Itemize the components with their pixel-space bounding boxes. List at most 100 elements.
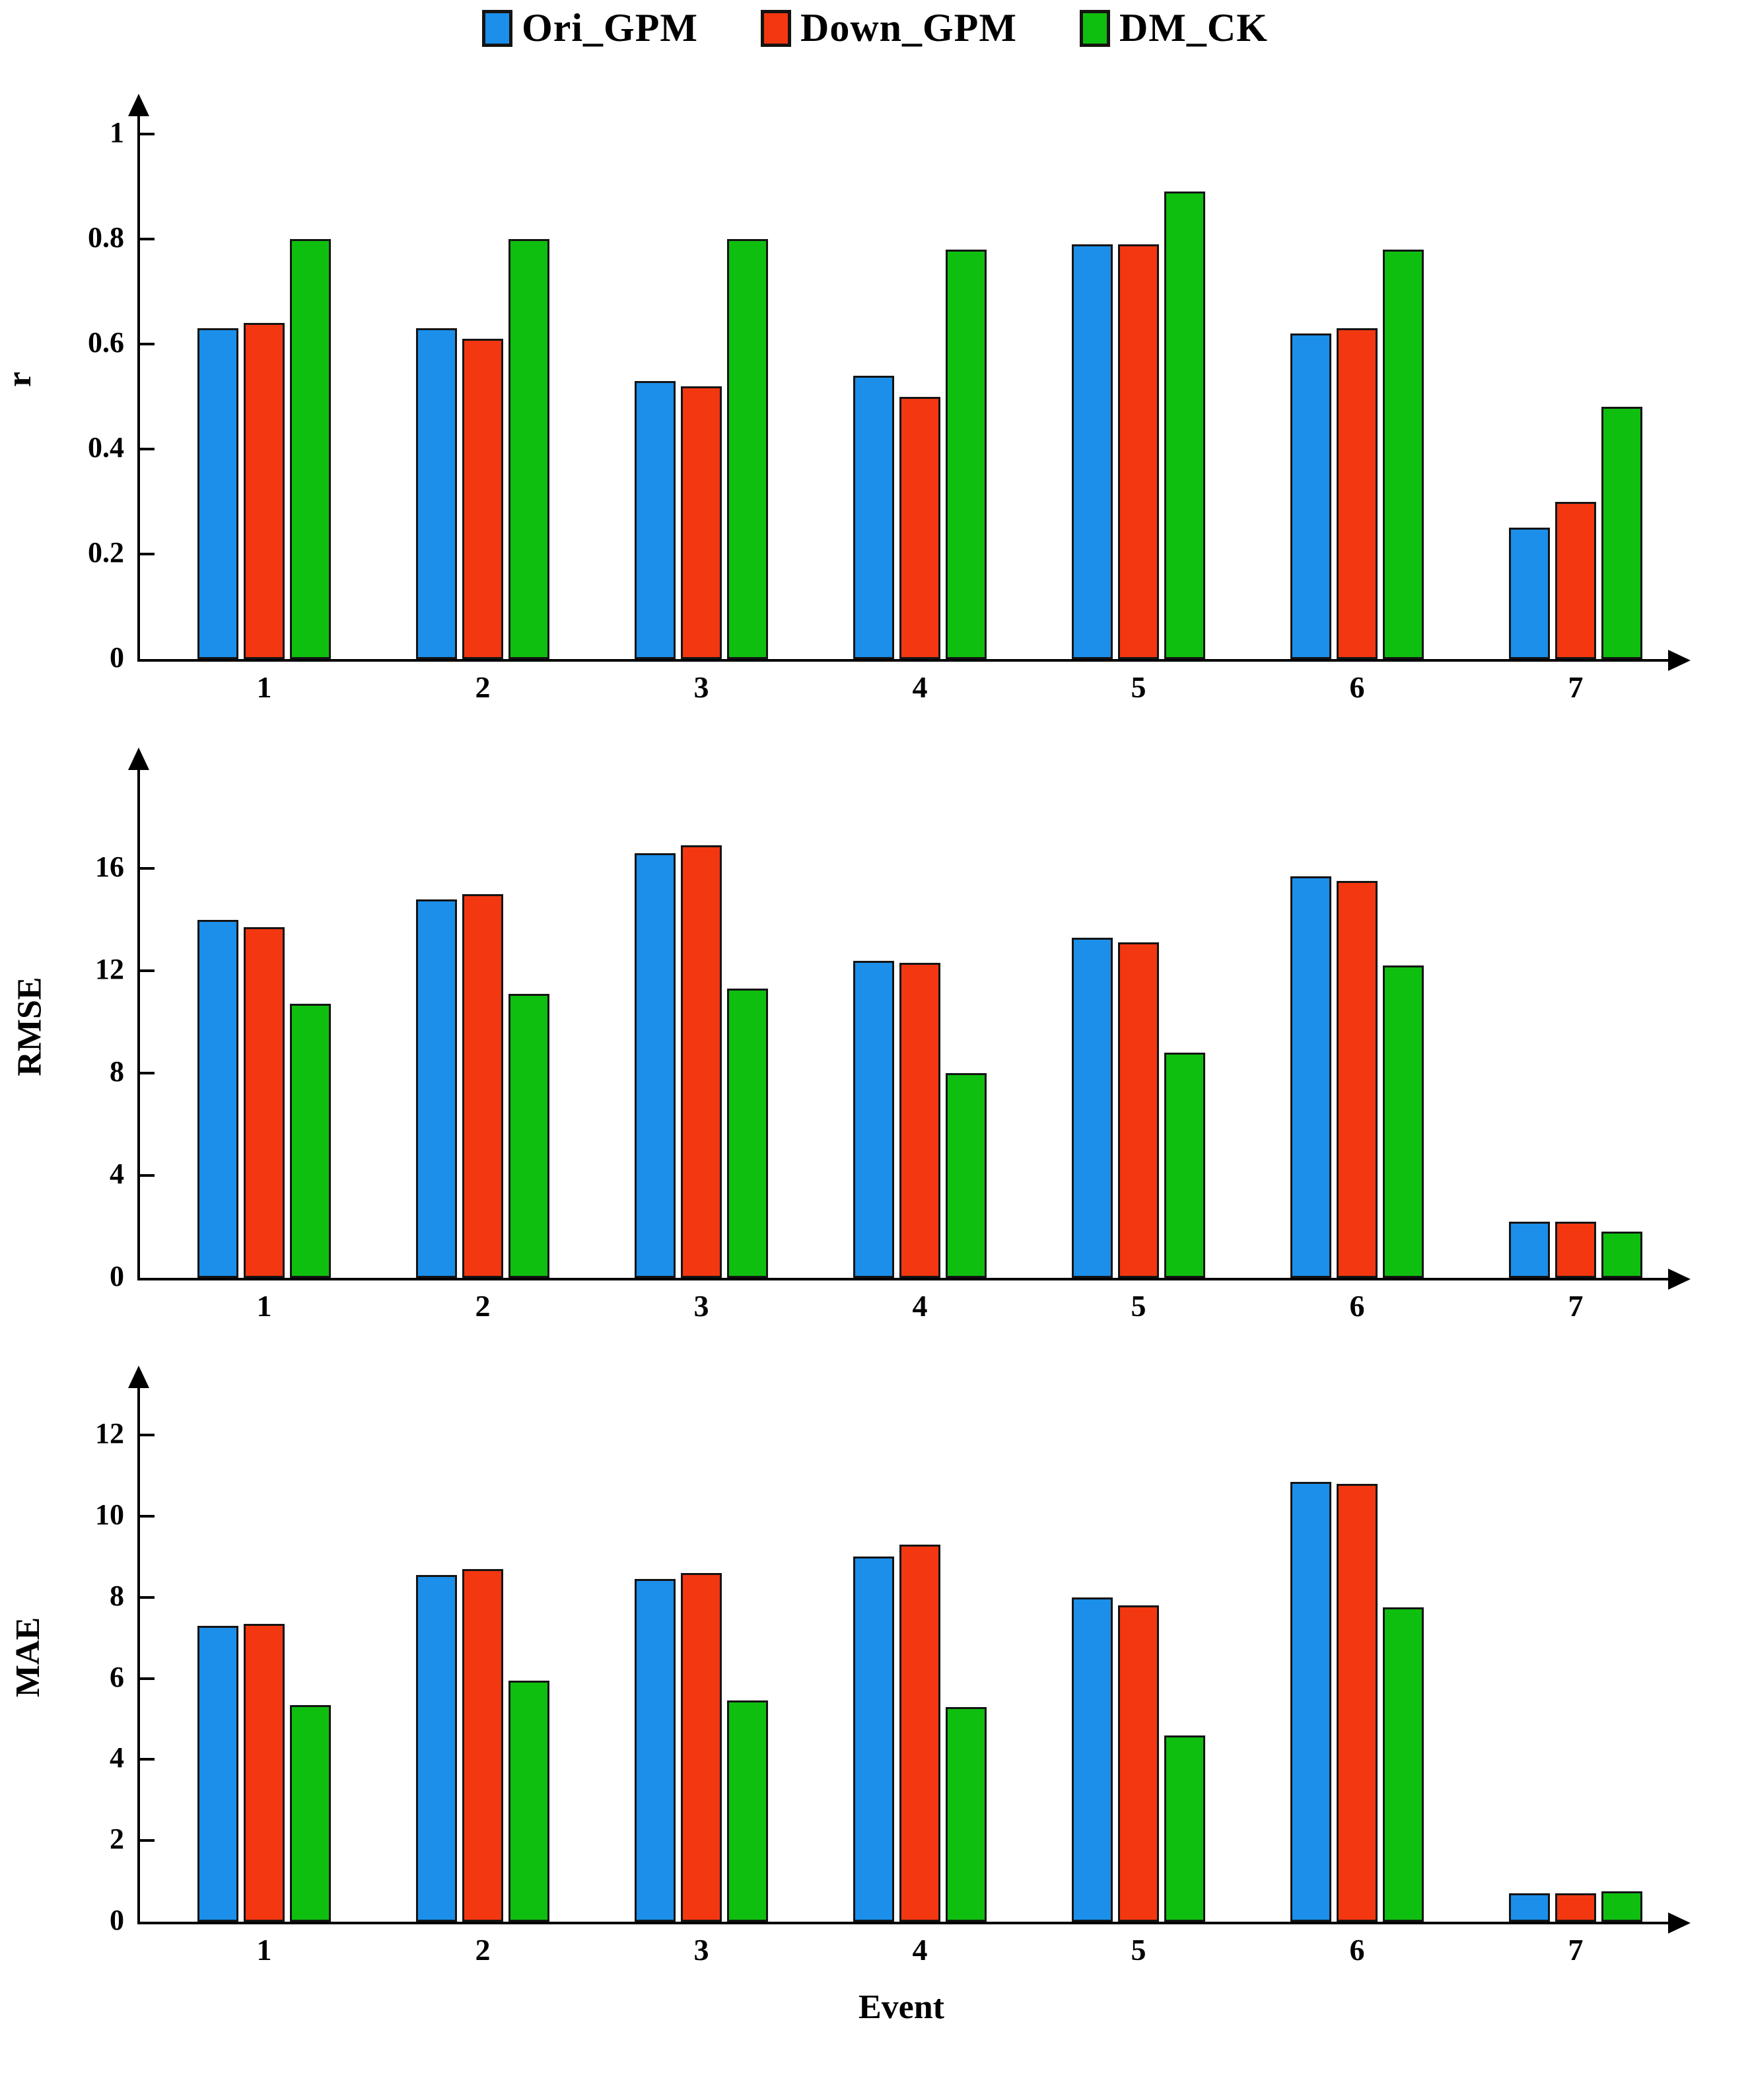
y-tick-label: 16 <box>95 851 124 883</box>
y-tick-label: 8 <box>110 1579 124 1612</box>
legend-item-dm-ck: DM_CK <box>1079 5 1268 51</box>
x-axis-line <box>137 659 1671 662</box>
bar-DM_CK-event2 <box>508 993 549 1278</box>
bar-Ori_GPM-event3 <box>635 853 676 1278</box>
bar-DM_CK-event3 <box>727 1700 768 1922</box>
y-tick-label: 0.8 <box>88 221 124 254</box>
bar-Down_GPM-event5 <box>1118 1605 1159 1922</box>
bar-DM_CK-event7 <box>1601 407 1642 659</box>
y-tick-label: 0.2 <box>88 536 124 569</box>
y-axis-tick <box>140 343 155 345</box>
x-category-label: 7 <box>1568 670 1584 704</box>
bar-DM_CK-event3 <box>727 239 768 659</box>
bar-DM_CK-event5 <box>1164 1735 1205 1922</box>
x-category-label: 3 <box>693 670 709 704</box>
y-axis-arrow-icon <box>128 1366 149 1388</box>
y-axis-tick <box>140 1839 155 1842</box>
y-axis-tick <box>140 553 155 555</box>
bar-Down_GPM-event7 <box>1555 1221 1596 1278</box>
y-axis-tick <box>140 969 155 972</box>
y-axis-tick <box>140 1072 155 1074</box>
y-axis-tick <box>140 1434 155 1437</box>
y-axis-tick <box>140 448 155 450</box>
bar-Ori_GPM-event1 <box>197 328 238 659</box>
y-axis-title-r: r <box>1 371 39 388</box>
legend-label-dm-ck: DM_CK <box>1119 6 1268 50</box>
y-tick-label: 2 <box>110 1823 124 1856</box>
y-tick-label: 4 <box>110 1158 124 1190</box>
bar-Down_GPM-event5 <box>1118 244 1159 659</box>
bar-DM_CK-event4 <box>946 1706 987 1922</box>
y-axis-tick <box>140 1595 155 1599</box>
bar-Down_GPM-event6 <box>1337 881 1378 1278</box>
bar-Down_GPM-event2 <box>462 1568 503 1922</box>
bar-Ori_GPM-event5 <box>1072 937 1113 1278</box>
legend-item-ori-gpm: Ori_GPM <box>482 5 698 51</box>
y-axis-title-mae: MAE <box>9 1617 48 1698</box>
bar-Ori_GPM-event6 <box>1290 1481 1331 1922</box>
legend-swatch-down-gpm-icon <box>760 9 791 47</box>
x-category-label: 2 <box>475 1933 491 1967</box>
x-category-label: 7 <box>1568 1289 1584 1323</box>
legend-label-down-gpm: Down_GPM <box>800 6 1017 50</box>
bar-Down_GPM-event5 <box>1118 942 1159 1278</box>
bar-Ori_GPM-event3 <box>635 1579 676 1922</box>
bar-DM_CK-event7 <box>1601 1232 1642 1278</box>
y-axis-title-rmse: RMSE <box>11 977 49 1076</box>
bar-Down_GPM-event3 <box>681 1572 722 1922</box>
x-category-label: 6 <box>1349 1933 1365 1967</box>
bar-Down_GPM-event7 <box>1555 501 1596 659</box>
bar-Ori_GPM-event2 <box>416 328 457 659</box>
bar-DM_CK-event1 <box>290 1704 331 1922</box>
legend-swatch-ori-gpm-icon <box>482 9 513 47</box>
y-axis-line <box>137 767 140 1280</box>
bar-Ori_GPM-event6 <box>1290 876 1331 1278</box>
x-axis-title-event: Event <box>858 1988 944 2026</box>
bar-DM_CK-event4 <box>946 1073 987 1278</box>
bar-Down_GPM-event6 <box>1337 328 1378 659</box>
y-tick-label: 0.4 <box>88 431 124 464</box>
bar-DM_CK-event7 <box>1601 1891 1642 1922</box>
x-category-label: 2 <box>475 1289 491 1323</box>
bar-Down_GPM-event2 <box>462 339 503 659</box>
y-tick-label: 0.6 <box>88 326 124 359</box>
x-axis-arrow-icon <box>1668 1269 1691 1290</box>
x-axis-line <box>137 1922 1671 1924</box>
bar-Down_GPM-event4 <box>899 1544 940 1922</box>
bar-DM_CK-event2 <box>508 239 549 659</box>
bar-Down_GPM-event1 <box>244 927 285 1278</box>
x-axis-arrow-icon <box>1668 650 1691 671</box>
y-axis-tick <box>140 1515 155 1518</box>
y-axis-tick <box>140 1758 155 1761</box>
bar-DM_CK-event6 <box>1383 1607 1424 1922</box>
bar-DM_CK-event1 <box>290 239 331 659</box>
bar-Down_GPM-event3 <box>681 386 722 659</box>
x-category-label: 4 <box>912 1933 928 1967</box>
bar-DM_CK-event4 <box>946 249 987 659</box>
bar-Ori_GPM-event4 <box>853 1557 894 1922</box>
bar-Ori_GPM-event4 <box>853 960 894 1278</box>
bar-Ori_GPM-event6 <box>1290 333 1331 659</box>
bar-Down_GPM-event7 <box>1555 1893 1596 1922</box>
x-category-label: 4 <box>912 1289 928 1323</box>
bar-Ori_GPM-event7 <box>1509 1221 1550 1278</box>
x-category-label: 2 <box>475 670 491 704</box>
x-category-label: 5 <box>1131 1933 1146 1967</box>
y-tick-label: 12 <box>95 1417 124 1450</box>
y-axis-tick <box>140 1677 155 1680</box>
x-category-label: 6 <box>1349 670 1365 704</box>
bar-DM_CK-event6 <box>1383 249 1424 659</box>
bar-Ori_GPM-event2 <box>416 1575 457 1922</box>
bar-Down_GPM-event6 <box>1337 1483 1378 1922</box>
bar-DM_CK-event5 <box>1164 192 1205 659</box>
bar-Down_GPM-event2 <box>462 893 503 1278</box>
bar-DM_CK-event2 <box>508 1680 549 1922</box>
x-category-label: 7 <box>1568 1933 1584 1967</box>
y-axis-line <box>137 1385 140 1924</box>
x-category-label: 3 <box>693 1289 709 1323</box>
y-tick-label: 6 <box>110 1660 124 1693</box>
x-category-label: 1 <box>256 1289 272 1323</box>
x-category-label: 1 <box>256 670 272 704</box>
bar-Ori_GPM-event5 <box>1072 1597 1113 1922</box>
bar-Ori_GPM-event4 <box>853 375 894 659</box>
